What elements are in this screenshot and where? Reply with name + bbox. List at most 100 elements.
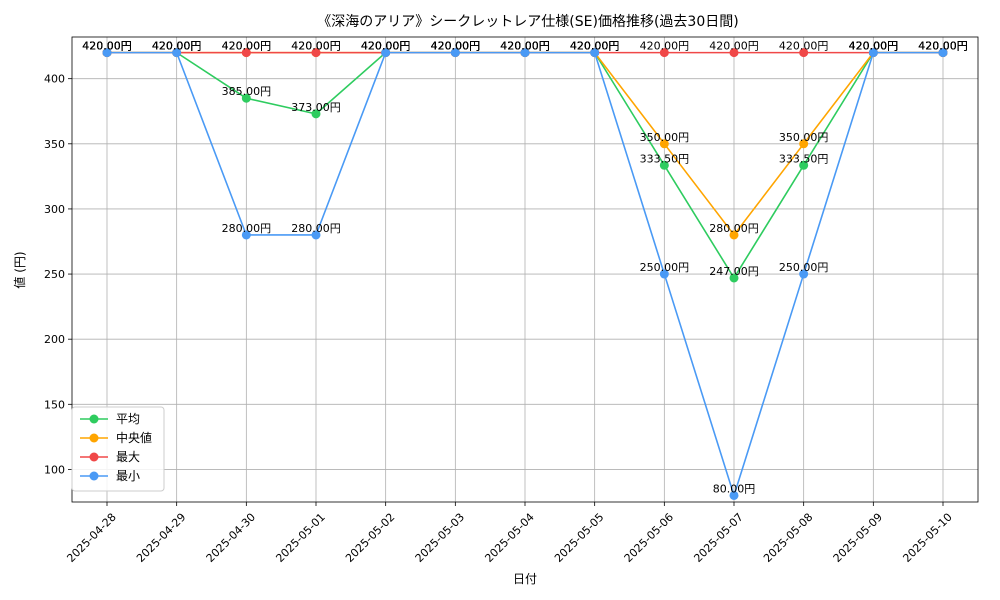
data-label: 420.00円 <box>849 40 899 53</box>
data-point <box>381 48 391 58</box>
data-point <box>520 48 530 58</box>
data-label: 420.00円 <box>431 40 481 53</box>
data-label: 420.00円 <box>640 40 690 53</box>
y-tick-label: 200 <box>44 333 65 346</box>
legend-box <box>71 406 165 492</box>
x-tick-label: 2025-05-03 <box>413 511 467 565</box>
data-point <box>799 160 809 170</box>
x-tick-label: 2025-05-06 <box>622 511 676 565</box>
data-point <box>659 139 669 149</box>
data-point <box>799 269 809 279</box>
data-point <box>450 48 460 58</box>
data-label: 80.00円 <box>713 482 756 495</box>
chart-title: 《深海のアリア》シークレットレア仕様(SE)価格推移(過去30日間) <box>317 14 738 30</box>
data-label: 247.00円 <box>709 265 759 278</box>
data-label: 420.00円 <box>222 40 272 53</box>
data-label: 420.00円 <box>570 40 620 53</box>
data-point <box>729 48 739 58</box>
data-label: 420.00円 <box>82 40 132 53</box>
legend-label: 平均 <box>116 412 140 426</box>
data-label: 420.00円 <box>500 40 550 53</box>
data-point <box>729 273 739 283</box>
y-tick-label: 400 <box>44 73 65 86</box>
data-label: 420.00円 <box>222 40 272 53</box>
data-point <box>799 48 809 58</box>
y-tick-label: 100 <box>44 463 65 476</box>
data-point <box>241 48 251 58</box>
data-point <box>311 48 321 58</box>
x-tick-label: 2025-05-05 <box>552 511 606 565</box>
data-label: 420.00円 <box>570 40 620 53</box>
legend-label: 中央値 <box>116 430 152 445</box>
data-point <box>241 230 251 240</box>
data-label: 280.00円 <box>291 222 341 235</box>
data-label: 250.00円 <box>779 261 829 274</box>
x-tick-label: 2025-05-04 <box>482 511 536 565</box>
data-label: 420.00円 <box>570 40 620 53</box>
data-label: 350.00円 <box>640 131 690 144</box>
x-tick-label: 2025-04-28 <box>64 511 118 565</box>
data-label: 373.00円 <box>291 101 341 114</box>
legend-label: 最小 <box>116 469 140 483</box>
legend-marker <box>89 452 99 462</box>
data-label: 420.00円 <box>152 40 202 53</box>
data-label: 420.00円 <box>431 40 481 53</box>
data-label: 420.00円 <box>431 40 481 53</box>
data-label: 420.00円 <box>500 40 550 53</box>
data-point <box>241 93 251 103</box>
data-label: 420.00円 <box>918 40 968 53</box>
data-point <box>659 48 669 58</box>
data-label: 420.00円 <box>431 40 481 53</box>
data-point <box>659 160 669 170</box>
data-label: 250.00円 <box>640 261 690 274</box>
data-label: 420.00円 <box>361 40 411 53</box>
data-label: 420.00円 <box>152 40 202 53</box>
x-tick-label: 2025-05-10 <box>900 511 954 565</box>
data-labels-layer: 420.00円 420.00円 385.00円 373.00円 420.00円 420.0… <box>82 40 968 496</box>
data-label: 280.00円 <box>709 222 759 235</box>
grid <box>72 37 978 502</box>
data-label: 420.00円 <box>361 40 411 53</box>
x-axis-ticks: 2025-04-28 2025-04-29 2025-04-30 2025-05-01… <box>64 502 955 565</box>
x-tick-label: 2025-05-09 <box>831 511 885 565</box>
data-point <box>868 48 878 58</box>
y-tick-label: 150 <box>44 398 65 411</box>
data-label: 420.00円 <box>849 40 899 53</box>
data-point <box>590 48 600 58</box>
x-tick-label: 2025-05-08 <box>761 511 815 565</box>
legend-marker <box>89 471 99 481</box>
series-layer <box>102 48 948 500</box>
data-label: 350.00円 <box>779 131 829 144</box>
data-point <box>659 269 669 279</box>
data-label: 420.00円 <box>82 40 132 53</box>
y-axis-title: 値 (円) <box>12 251 27 288</box>
data-label: 420.00円 <box>361 40 411 53</box>
data-label: 420.00円 <box>152 40 202 53</box>
data-point <box>799 139 809 149</box>
x-tick-label: 2025-05-02 <box>343 511 397 565</box>
data-label: 385.00円 <box>222 85 272 98</box>
data-label: 420.00円 <box>291 40 341 53</box>
data-point <box>102 48 112 58</box>
y-tick-label: 300 <box>44 203 65 216</box>
data-point <box>729 490 739 500</box>
data-label: 280.00円 <box>222 222 272 235</box>
data-point <box>729 230 739 240</box>
legend-marker <box>89 414 99 424</box>
x-axis-title: 日付 <box>513 572 537 586</box>
data-label: 420.00円 <box>709 40 759 53</box>
data-point <box>938 48 948 58</box>
data-label: 420.00円 <box>152 40 202 53</box>
data-label: 420.00円 <box>82 40 132 53</box>
data-label: 420.00円 <box>918 40 968 53</box>
x-tick-label: 2025-04-30 <box>204 511 258 565</box>
legend-label: 最大 <box>116 450 140 464</box>
data-point <box>311 230 321 240</box>
y-tick-label: 350 <box>44 138 65 151</box>
data-label: 420.00円 <box>82 40 132 53</box>
data-label: 420.00円 <box>849 40 899 53</box>
data-label: 420.00円 <box>291 40 341 53</box>
data-label: 420.00円 <box>918 40 968 53</box>
y-axis-ticks: 100 150 200 250 300 350 400 <box>44 73 72 476</box>
data-label: 333.50円 <box>640 152 690 165</box>
